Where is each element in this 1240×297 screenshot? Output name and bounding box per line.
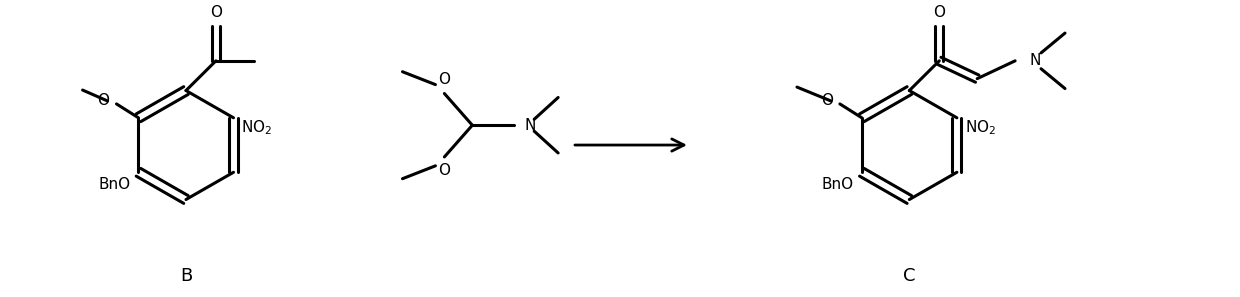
- Text: B: B: [180, 267, 192, 285]
- Text: NO$_2$: NO$_2$: [242, 118, 273, 137]
- Text: O: O: [98, 94, 109, 108]
- Text: BnO: BnO: [822, 177, 854, 192]
- Text: O: O: [439, 163, 450, 178]
- Text: C: C: [903, 267, 915, 285]
- Text: N: N: [525, 118, 536, 133]
- Text: O: O: [439, 72, 450, 87]
- Text: BnO: BnO: [98, 177, 130, 192]
- Text: O: O: [934, 5, 945, 20]
- Text: O: O: [821, 94, 833, 108]
- Text: NO$_2$: NO$_2$: [965, 118, 996, 137]
- Text: N: N: [1029, 53, 1040, 68]
- Text: O: O: [210, 5, 222, 20]
